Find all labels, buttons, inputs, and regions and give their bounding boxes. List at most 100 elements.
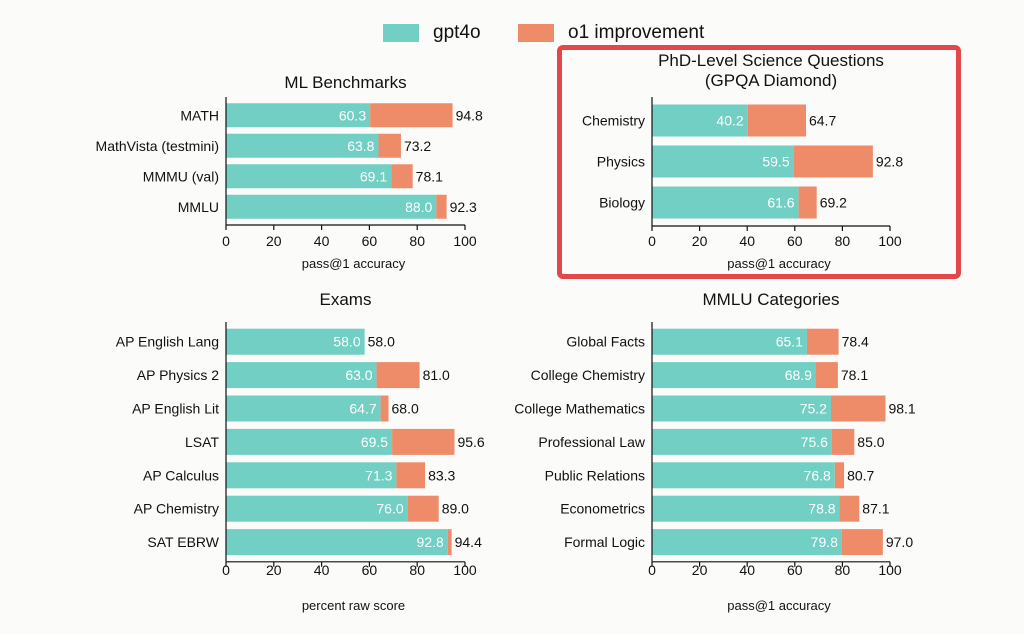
bar-gpt4o — [226, 462, 397, 489]
chart-title: MMLU Categories — [703, 290, 840, 309]
bar-gpt4o — [652, 186, 799, 219]
bar-group-physics: Physics 59.5 92.8 — [597, 145, 903, 178]
x-tick-label: 40 — [739, 233, 755, 249]
data-label-o1: 89.0 — [442, 501, 469, 517]
data-label-o1: 73.2 — [404, 138, 431, 154]
data-label-o1: 97.0 — [886, 534, 913, 550]
category-label: Biology — [599, 195, 645, 211]
x-axis-label: pass@1 accuracy — [727, 598, 831, 613]
chart-title: ML Benchmarks — [284, 73, 406, 92]
data-label-o1: 69.2 — [820, 195, 847, 211]
category-label: Econometrics — [560, 501, 645, 517]
bar-group-mmmu-val: MMMU (val) 69.1 78.1 — [143, 164, 443, 189]
x-axis-label: pass@1 accuracy — [727, 256, 831, 271]
bar-group-formal-logic: Formal Logic 79.8 97.0 — [564, 529, 913, 556]
bar-group-ap-chemistry: AP Chemistry 76.0 89.0 — [134, 495, 469, 522]
bar-group-chemistry: Chemistry 40.2 64.7 — [582, 104, 836, 137]
legend: gpt4o o1 improvement — [0, 0, 1024, 50]
data-label-gpt4o: 58.0 — [333, 334, 360, 350]
bar-gpt4o — [652, 328, 807, 355]
chart-title: (GPQA Diamond) — [705, 71, 837, 90]
data-label-gpt4o: 76.8 — [804, 467, 831, 483]
x-tick-label: 60 — [787, 562, 803, 578]
data-label-o1: 80.7 — [847, 467, 874, 483]
category-label: AP Chemistry — [134, 501, 219, 517]
data-label-gpt4o: 63.8 — [347, 138, 374, 154]
data-label-gpt4o: 64.7 — [349, 401, 376, 417]
bar-o1-improvement — [830, 395, 886, 422]
bar-o1-improvement — [839, 495, 860, 522]
x-axis-label: percent raw score — [302, 598, 405, 613]
x-tick-label: 0 — [222, 562, 230, 578]
data-label-o1: 78.4 — [842, 334, 869, 350]
bar-gpt4o — [226, 194, 437, 219]
x-tick-label: 100 — [878, 233, 902, 249]
x-tick-label: 0 — [648, 233, 656, 249]
bar-group-math: MATH 60.3 94.8 — [180, 103, 483, 128]
bar-o1-improvement — [376, 362, 420, 389]
x-tick-label: 20 — [692, 562, 708, 578]
data-label-gpt4o: 79.8 — [811, 534, 838, 550]
data-label-gpt4o: 75.2 — [800, 401, 827, 417]
chart-title: PhD-Level Science Questions — [658, 51, 884, 70]
legend-swatch-gpt4o — [383, 24, 419, 42]
bar-gpt4o — [226, 133, 379, 158]
data-label-o1: 87.1 — [862, 501, 889, 517]
bar-gpt4o — [226, 395, 381, 422]
bar-gpt4o — [652, 428, 832, 455]
category-label: Formal Logic — [564, 534, 645, 550]
chart-title: Exams — [320, 290, 372, 309]
bar-group-public-relations: Public Relations 76.8 80.7 — [545, 462, 875, 489]
category-label: AP Calculus — [143, 467, 219, 483]
bar-group-mathvista-testmini: MathVista (testmini) 63.8 73.2 — [96, 133, 431, 158]
x-tick-label: 100 — [878, 562, 902, 578]
x-tick-label: 40 — [314, 562, 330, 578]
x-tick-label: 80 — [835, 562, 851, 578]
data-label-gpt4o: 92.8 — [417, 534, 444, 550]
x-tick-label: 40 — [739, 562, 755, 578]
bar-group-ap-english-lit: AP English Lit 64.7 68.0 — [132, 395, 419, 422]
legend-label-o1-improvement: o1 improvement — [568, 22, 705, 43]
bar-o1-improvement — [447, 529, 452, 556]
data-label-gpt4o: 76.0 — [376, 501, 403, 517]
category-label: AP English Lit — [132, 401, 219, 417]
bar-gpt4o — [652, 395, 831, 422]
x-tick-label: 80 — [835, 233, 851, 249]
bar-o1-improvement — [392, 428, 455, 455]
bar-gpt4o — [652, 529, 842, 556]
bar-gpt4o — [226, 362, 377, 389]
bar-o1-improvement — [396, 462, 426, 489]
data-label-o1: 92.8 — [876, 154, 903, 170]
category-label: MMLU — [178, 199, 219, 215]
bar-gpt4o — [226, 529, 448, 556]
data-label-gpt4o: 60.3 — [339, 107, 366, 123]
category-label: Physics — [597, 154, 645, 170]
x-tick-label: 40 — [314, 233, 330, 249]
x-tick-label: 80 — [409, 233, 425, 249]
x-tick-label: 100 — [453, 233, 477, 249]
bar-gpt4o — [226, 428, 393, 455]
bar-group-lsat: LSAT 69.5 95.6 — [185, 428, 485, 455]
bar-o1-improvement — [798, 186, 817, 219]
bar-gpt4o — [652, 104, 748, 137]
bar-o1-improvement — [793, 145, 873, 178]
category-label: MATH — [180, 107, 219, 123]
category-label: College Chemistry — [531, 367, 645, 383]
x-axis-label: pass@1 accuracy — [302, 256, 406, 271]
bar-o1-improvement — [806, 328, 839, 355]
bar-group-biology: Biology 61.6 69.2 — [599, 186, 847, 219]
data-label-gpt4o: 68.9 — [785, 367, 812, 383]
gpqa-highlight-box — [557, 45, 961, 279]
bar-gpt4o — [226, 328, 365, 355]
bar-o1-improvement — [407, 495, 439, 522]
category-label: Professional Law — [538, 434, 646, 450]
bar-group-ap-physics-2: AP Physics 2 63.0 81.0 — [137, 362, 450, 389]
data-label-gpt4o: 69.5 — [361, 434, 388, 450]
data-label-gpt4o: 69.1 — [360, 168, 387, 184]
x-tick-label: 20 — [266, 233, 282, 249]
data-label-o1: 92.3 — [450, 199, 477, 215]
bar-gpt4o — [652, 462, 835, 489]
